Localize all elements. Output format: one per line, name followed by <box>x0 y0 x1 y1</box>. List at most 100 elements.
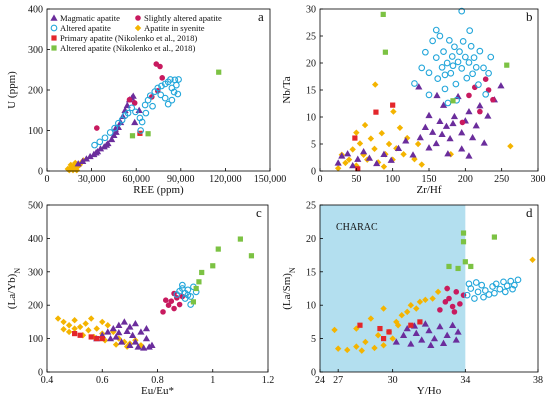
plot-frame <box>319 204 539 373</box>
point-magmatic-apatite <box>334 159 342 166</box>
y-axis-title-text: (La/Yb) <box>6 273 18 309</box>
point-slightly-altered-apatite <box>482 76 489 82</box>
y-axis-title: (La/Sm)N <box>281 267 297 310</box>
point-primary-apatite-nikolenko-et-al-2018 <box>99 336 105 342</box>
point-apatite-in-syenite <box>529 256 536 263</box>
point-altered-apatite <box>141 101 149 109</box>
x-tick-label: 0.6 <box>96 375 109 386</box>
point-magmatic-apatite <box>438 130 446 137</box>
point-altered-apatite <box>503 282 511 290</box>
point-altered-apatite <box>146 92 154 100</box>
point-altered-apatite <box>458 65 466 72</box>
point-apatite-in-syenite <box>371 344 378 352</box>
point-magmatic-apatite <box>415 83 423 90</box>
point-magmatic-apatite <box>418 336 426 343</box>
point-altered-apatite <box>157 91 165 99</box>
point-apatite-in-syenite <box>507 142 514 150</box>
point-magmatic-apatite <box>442 122 451 129</box>
x-tick-label: 50 <box>351 174 361 185</box>
point-apatite-in-syenite <box>413 305 420 312</box>
y-tick-label: 0 <box>38 368 43 379</box>
point-magmatic-apatite <box>458 145 466 152</box>
point-altered-apatite-nikolenko-et-al-2018 <box>460 239 467 245</box>
point-altered-apatite <box>472 63 480 71</box>
point-magmatic-apatite <box>126 323 134 330</box>
point-altered-apatite <box>167 76 174 83</box>
point-magmatic-apatite <box>92 149 100 156</box>
y-tick-label: 10 <box>306 113 316 124</box>
point-altered-apatite <box>175 76 182 83</box>
point-apatite-in-syenite <box>422 296 429 304</box>
x-tick-label: 150,000 <box>254 174 287 185</box>
point-apatite-in-syenite <box>345 156 353 163</box>
point-altered-apatite <box>478 281 486 289</box>
y-tick-label: 20 <box>306 59 316 70</box>
point-altered-apatite <box>482 90 490 98</box>
y-axis-title-subscript: N <box>288 267 297 273</box>
panel-label: d <box>526 205 533 220</box>
point-slightly-altered-apatite <box>444 285 450 292</box>
point-primary-apatite-nikolenko-et-al-2018 <box>77 332 83 338</box>
y-tick-label: 300 <box>28 267 43 278</box>
point-magmatic-apatite <box>412 329 420 336</box>
point-altered-apatite <box>161 94 169 102</box>
point-altered-apatite <box>491 289 498 297</box>
point-magmatic-apatite <box>449 119 457 127</box>
point-apatite-in-syenite <box>334 345 342 352</box>
point-magmatic-apatite <box>126 341 134 348</box>
point-magmatic-apatite <box>416 133 424 141</box>
panel-label: c <box>256 205 262 220</box>
point-altered-apatite <box>124 109 132 117</box>
x-tick-label: 150 <box>422 174 437 185</box>
point-slightly-altered-apatite <box>159 75 166 81</box>
point-altered-apatite <box>481 287 489 294</box>
point-slightly-altered-apatite <box>160 309 166 315</box>
point-magmatic-apatite <box>131 118 139 126</box>
point-magmatic-apatite <box>109 324 117 332</box>
point-altered-apatite <box>465 59 473 66</box>
point-apatite-in-syenite <box>396 124 404 131</box>
point-apatite-in-syenite <box>67 161 74 169</box>
point-slightly-altered-apatite <box>94 125 100 131</box>
point-apatite-in-syenite <box>371 145 378 153</box>
point-slightly-altered-apatite <box>490 96 496 103</box>
y-tick-label: 5 <box>311 140 316 151</box>
point-magmatic-apatite <box>449 321 457 328</box>
point-apatite-in-syenite <box>65 328 73 336</box>
point-primary-apatite-nikolenko-et-al-2018 <box>380 336 387 342</box>
point-magmatic-apatite <box>115 321 123 328</box>
point-altered-apatite <box>422 48 429 56</box>
point-magmatic-apatite <box>365 154 374 161</box>
point-apatite-in-syenite <box>416 298 424 306</box>
point-apatite-in-syenite <box>93 325 100 332</box>
point-primary-apatite-nikolenko-et-al-2018 <box>355 166 361 172</box>
x-axis-title: Y/Ho <box>417 385 442 397</box>
point-apatite-in-syenite <box>380 305 387 312</box>
point-slightly-altered-apatite <box>466 92 472 99</box>
point-primary-apatite-nikolenko-et-al-2018 <box>352 135 358 141</box>
point-apatite-in-syenite <box>71 317 78 324</box>
point-altered-apatite <box>444 99 452 107</box>
point-altered-apatite <box>496 285 504 293</box>
point-altered-apatite <box>465 280 473 288</box>
point-slightly-altered-apatite <box>165 302 172 309</box>
panel-c: 0.4 0.6 0.8 1 1.2 0 100 200 300 400 500 Eu/Eu* (La/Y… <box>6 201 274 398</box>
point-altered-apatite <box>115 119 122 127</box>
point-altered-apatite <box>164 100 172 108</box>
point-magmatic-apatite <box>399 331 408 338</box>
point-magmatic-apatite <box>409 151 417 158</box>
point-apatite-in-syenite <box>434 288 442 296</box>
point-slightly-altered-apatite <box>126 96 133 103</box>
point-magmatic-apatite <box>458 129 466 136</box>
point-apatite-in-syenite <box>342 159 349 167</box>
y-tick-label: 500 <box>28 201 43 212</box>
y-tick-label: 0 <box>38 167 43 178</box>
x-tick-label: 27 <box>333 375 343 386</box>
point-magmatic-apatite <box>450 112 459 120</box>
point-magmatic-apatite <box>402 137 410 144</box>
point-apatite-in-syenite <box>356 140 364 147</box>
point-magmatic-apatite <box>131 319 139 327</box>
point-magmatic-apatite <box>142 335 151 342</box>
point-magmatic-apatite <box>104 328 112 335</box>
point-apatite-in-syenite <box>76 323 84 331</box>
